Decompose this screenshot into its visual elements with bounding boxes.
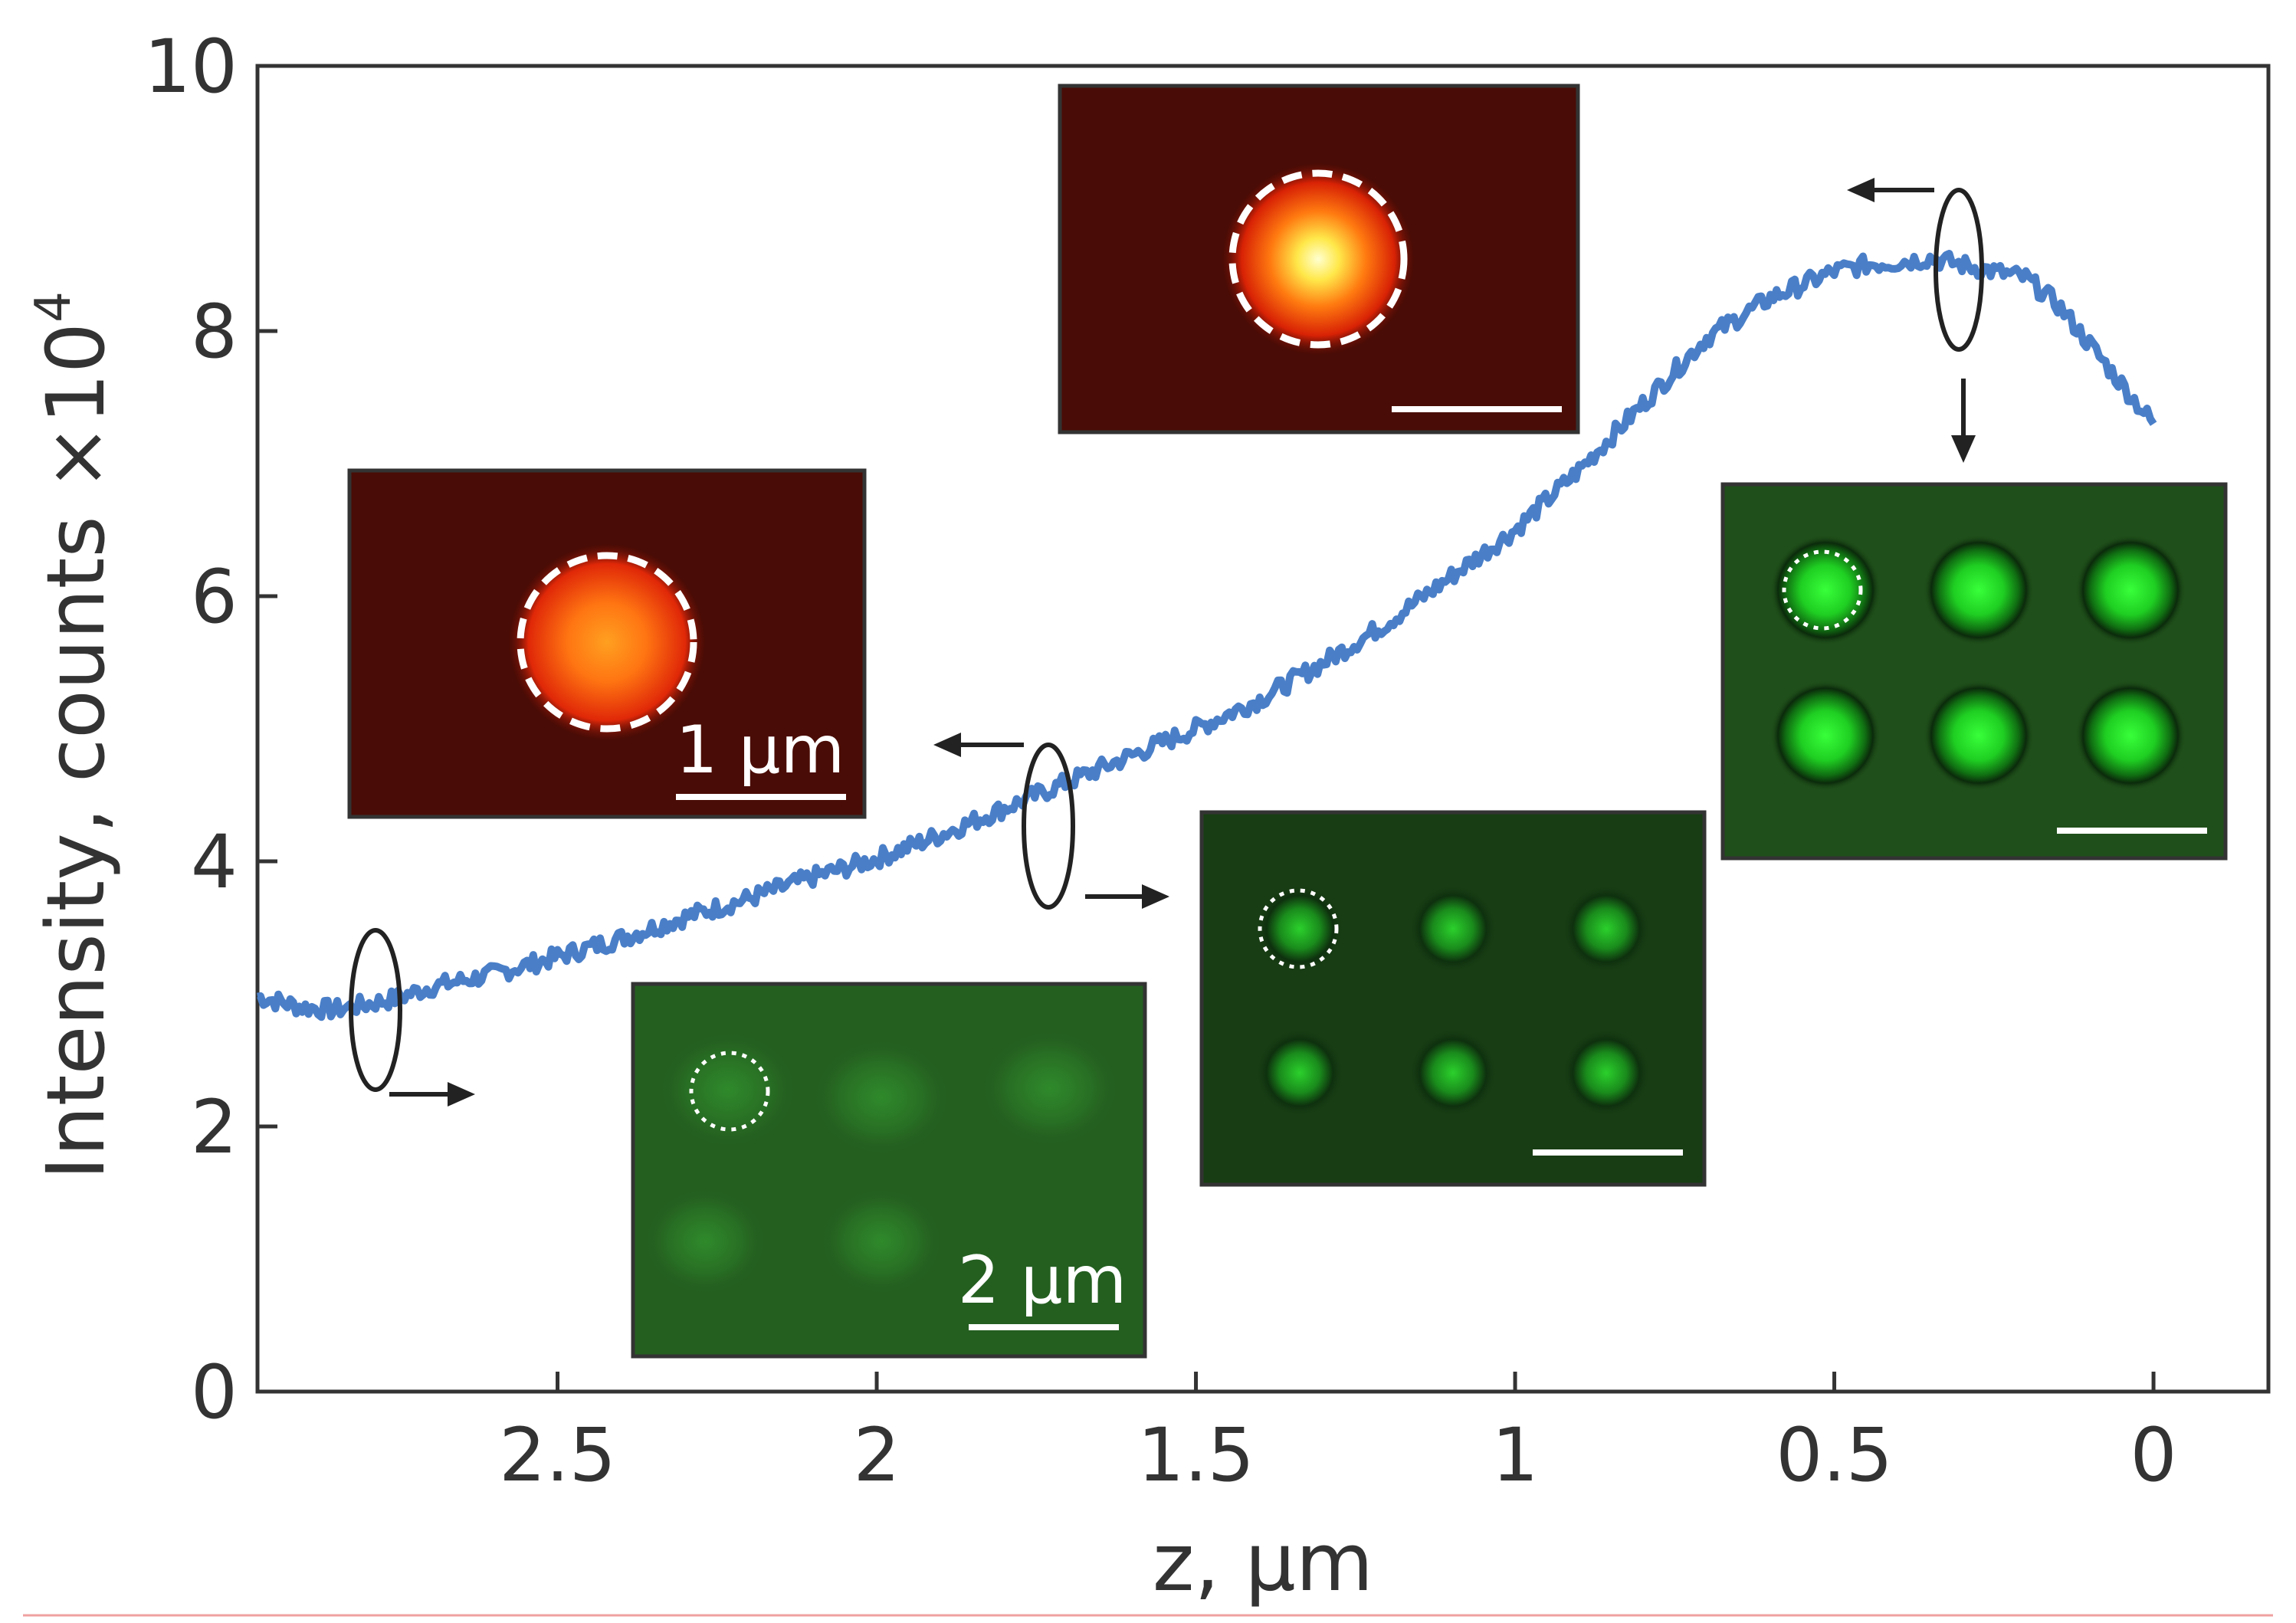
scale-bar bbox=[1533, 1149, 1683, 1156]
y-tick-label: 0 bbox=[191, 1349, 238, 1435]
scale-bar bbox=[676, 794, 846, 800]
marker-near-0.3 bbox=[1847, 178, 1984, 463]
plot-frame bbox=[255, 64, 2271, 1394]
scale-label-2um: 2 µm bbox=[958, 1242, 1127, 1319]
y-tick-label: 6 bbox=[191, 554, 238, 640]
y-tick-label: 8 bbox=[191, 289, 238, 375]
y-axis-label: Intensity, counts ×104 bbox=[25, 291, 123, 1180]
x-tick-label: 2.5 bbox=[499, 1412, 616, 1498]
inset-green-mid bbox=[1199, 810, 1707, 1187]
inset-green-bright bbox=[1720, 482, 2228, 861]
x-axis-label: z, µm bbox=[1153, 1516, 1373, 1609]
scale-bar bbox=[1392, 406, 1562, 412]
x-tick-label: 2 bbox=[853, 1412, 900, 1498]
scale-bar bbox=[969, 1324, 1119, 1330]
x-tick-label: 1 bbox=[1492, 1412, 1539, 1498]
x-tick-label: 1.5 bbox=[1137, 1412, 1255, 1498]
scale-label-1um: 1 µm bbox=[676, 712, 845, 789]
x-tick-label: 0.5 bbox=[1776, 1412, 1893, 1498]
x-ticks: 2.5 2 1.5 1 0.5 0 bbox=[499, 1372, 2177, 1498]
y-axis-label-exponent: 4 bbox=[25, 291, 82, 323]
x-tick-label: 0 bbox=[2130, 1412, 2177, 1498]
intensity-line bbox=[256, 250, 2157, 1021]
marker-near-2.8 bbox=[349, 928, 475, 1107]
y-tick-label: 10 bbox=[144, 24, 238, 110]
y-tick-label: 2 bbox=[191, 1084, 238, 1170]
y-axis-label-main: Intensity, counts ×10 bbox=[29, 323, 123, 1180]
y-ticks: 0 2 4 6 8 10 bbox=[144, 24, 277, 1435]
scale-bar bbox=[2057, 828, 2207, 834]
y-tick-label: 4 bbox=[191, 819, 238, 905]
inset-green-blurry: 2 µm bbox=[631, 982, 1147, 1359]
marker-near-1.7 bbox=[933, 733, 1169, 910]
inset-red-defocus: 1 µm bbox=[347, 468, 867, 819]
inset-red-focus bbox=[1058, 84, 1580, 434]
